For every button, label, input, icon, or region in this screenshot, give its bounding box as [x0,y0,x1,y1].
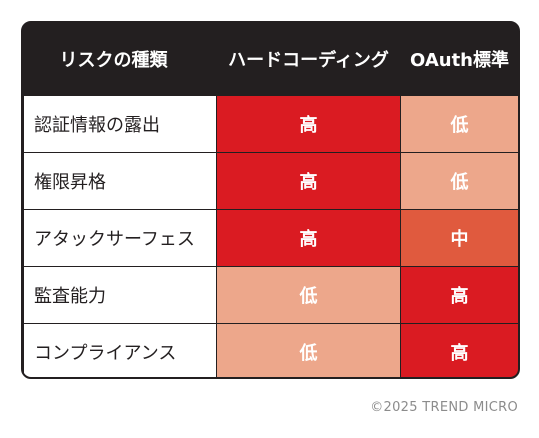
oauth-level-cell: 低 [400,152,518,210]
risk-comparison-table: リスクの種類 ハードコーディング OAuth標準 認証情報の露出 高 低 権限昇… [21,21,520,379]
hardcoding-level-cell: 高 [216,152,401,210]
table-row: 認証情報の露出 高 低 [23,95,518,153]
hardcoding-level-cell: 高 [216,95,401,153]
risk-label: コンプライアンス [23,323,217,377]
table-row: アタックサーフェス 高 中 [23,209,518,267]
header-oauth-standard: OAuth標準 [400,23,518,96]
header-risk-type: リスクの種類 [23,23,217,96]
hardcoding-level-cell: 高 [216,209,401,267]
risk-label: 監査能力 [23,266,217,324]
table-row: 監査能力 低 高 [23,266,518,324]
risk-label: アタックサーフェス [23,209,217,267]
hardcoding-level-cell: 低 [216,323,401,377]
oauth-level-cell: 中 [400,209,518,267]
copyright-notice: ©2025 TREND MICRO [370,400,518,415]
risk-label: 認証情報の露出 [23,95,217,153]
oauth-level-cell: 高 [400,323,518,377]
table-row: 権限昇格 高 低 [23,152,518,210]
table-header-row: リスクの種類 ハードコーディング OAuth標準 [23,23,518,96]
table-row: コンプライアンス 低 高 [23,323,518,377]
oauth-level-cell: 低 [400,95,518,153]
oauth-level-cell: 高 [400,266,518,324]
header-hardcoding: ハードコーディング [216,23,401,96]
hardcoding-level-cell: 低 [216,266,401,324]
risk-label: 権限昇格 [23,152,217,210]
